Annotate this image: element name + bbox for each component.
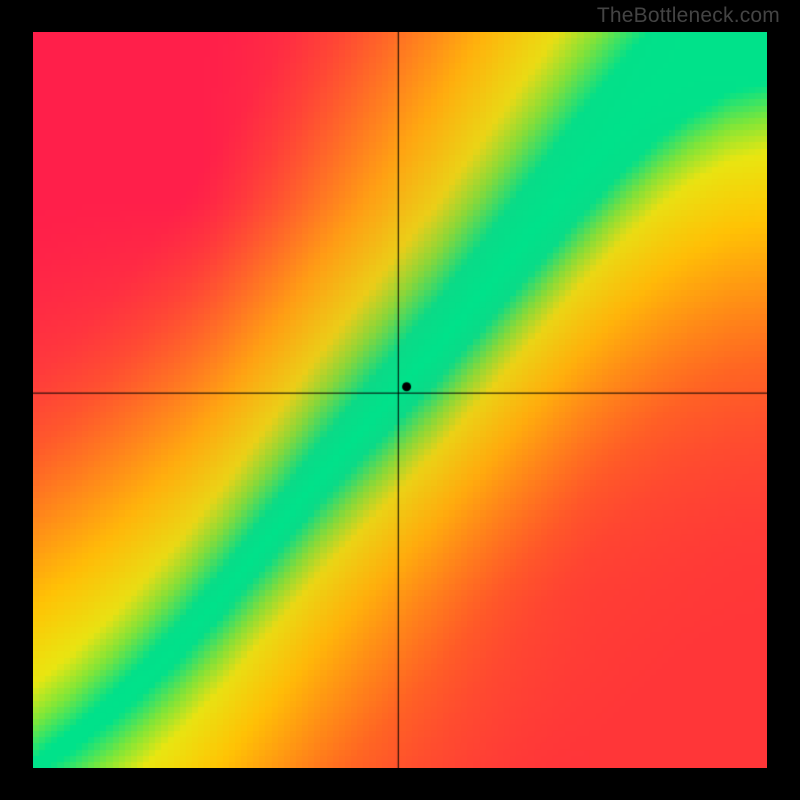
stage: TheBottleneck.com (0, 0, 800, 800)
watermark-text: TheBottleneck.com (597, 4, 780, 28)
bottleneck-heatmap (33, 32, 767, 768)
